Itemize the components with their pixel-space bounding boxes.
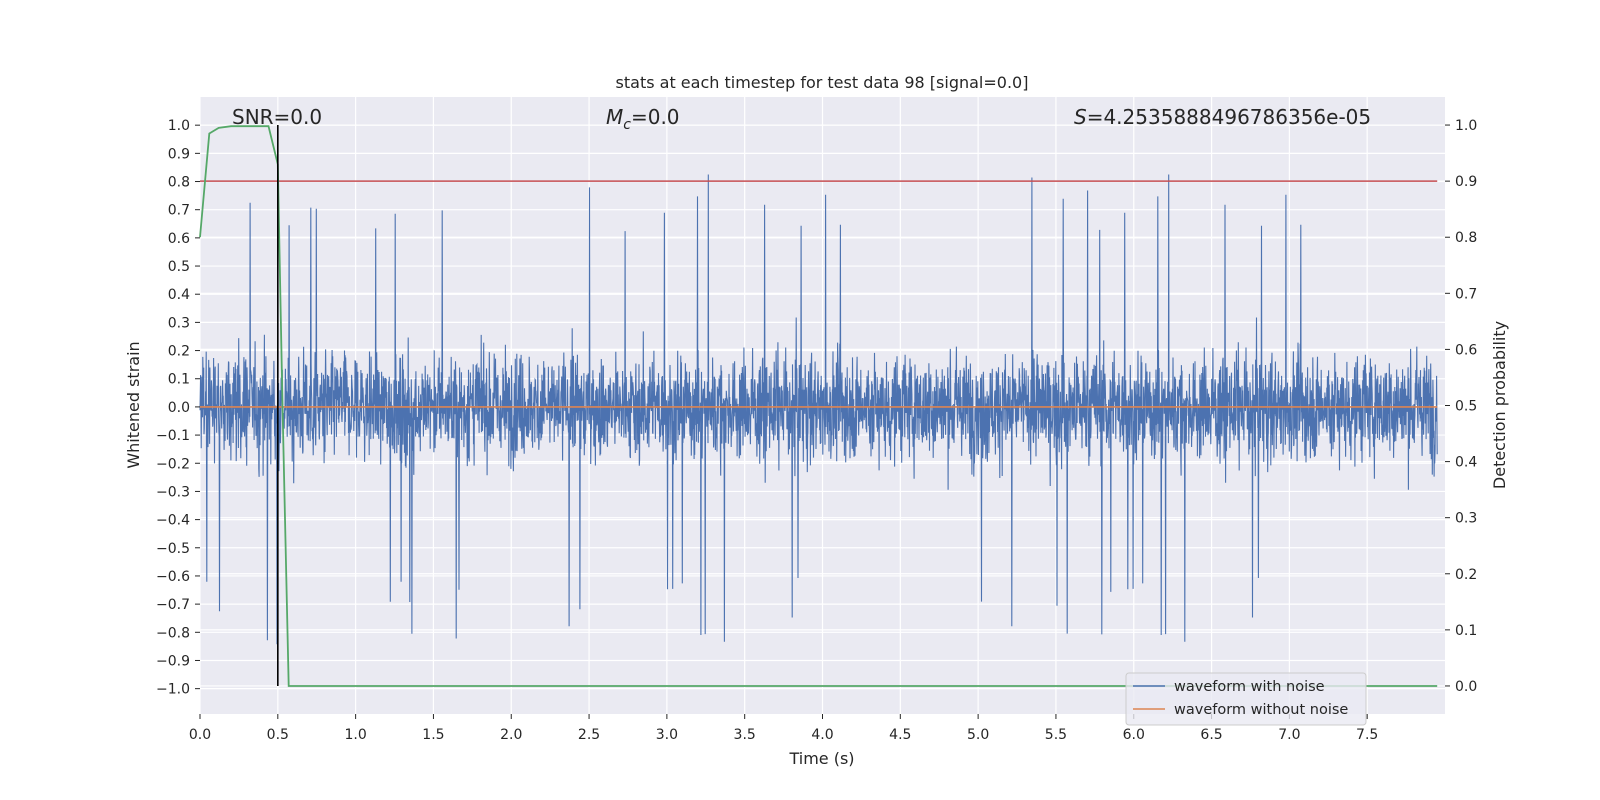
s-value: =4.2535888496786356e-05	[1087, 105, 1371, 129]
x-tick-label: 1.0	[344, 727, 366, 743]
legend-box	[1125, 672, 1367, 726]
y-tick-label: −0.1	[156, 428, 190, 444]
series-overlays	[199, 125, 1438, 687]
y-right-tick-label: 0.1	[1455, 623, 1477, 639]
y-tick-label: 0.0	[168, 400, 190, 416]
y-tick-label: 0.2	[168, 344, 190, 360]
x-tick-label: 0.0	[189, 727, 211, 743]
y-right-tick-label: 0.2	[1455, 567, 1477, 583]
x-tick-label: 4.0	[811, 727, 833, 743]
y-tick-label: 0.3	[168, 315, 190, 331]
y-tick-label: 0.5	[168, 259, 190, 275]
y-right-tick-label: 0.8	[1455, 230, 1477, 246]
snr-annotation: SNR=0.0	[232, 105, 322, 129]
s-symbol: S	[1074, 105, 1087, 129]
waveform-with-noise-line	[199, 174, 1438, 645]
y-tick-label: −0.9	[156, 653, 190, 669]
chart-title: stats at each timestep for test data 98 …	[616, 73, 1029, 92]
x-tick-label: 1.5	[422, 727, 444, 743]
y-tick-label: 0.4	[168, 287, 190, 303]
mc-value: =0.0	[631, 105, 680, 129]
y-tick-label: 0.9	[168, 146, 190, 162]
x-tick-label: 6.0	[1123, 727, 1145, 743]
y-tick-label: −0.8	[156, 625, 190, 641]
y-tick-label: −0.7	[156, 597, 190, 613]
y-right-tick-label: 0.5	[1455, 399, 1477, 415]
y-tick-label: −1.0	[156, 682, 190, 698]
y-axis-label: Whitened strain	[124, 341, 143, 468]
y-right-tick-label: 0.0	[1455, 679, 1477, 695]
y-axis-left: 1.0 0.9 0.8 0.7 0.6 0.5 0.4 0.3 0.2 0.1 0.0 −0.1 −0.…	[156, 118, 200, 698]
y-axis-right: 1.0 0.9 0.8 0.7 0.6 0.5 0.4 0.3 0.2 0.1 0.0	[1445, 118, 1477, 695]
detection-probability-line	[199, 125, 1438, 687]
x-tick-label: 7.0	[1278, 727, 1300, 743]
y-tick-label: 0.7	[168, 203, 190, 219]
y-tick-label: 0.6	[168, 231, 190, 247]
legend: waveform with noise waveform without noi…	[1125, 672, 1367, 726]
y-right-tick-label: 0.6	[1455, 342, 1477, 358]
s-annotation: S=4.2535888496786356e-05	[1074, 105, 1371, 129]
series-waveform-with-noise	[199, 174, 1438, 645]
x-axis-label: Time (s)	[788, 749, 854, 768]
mc-annotation: Mc=0.0	[606, 105, 680, 133]
x-tick-label: 6.5	[1200, 727, 1222, 743]
x-tick-label: 2.5	[578, 727, 600, 743]
mc-symbol: M	[606, 105, 623, 129]
x-tick-label: 5.5	[1045, 727, 1067, 743]
mc-subscript: c	[623, 117, 631, 133]
y-tick-label: −0.4	[156, 513, 190, 529]
y-axis-right-label: Detection probability	[1490, 321, 1509, 489]
x-axis: 0.0 0.5 1.0 1.5 2.0 2.5 3.0 3.5 4.0 4.5 5.0 5.5 6.0 6…	[189, 714, 1378, 743]
x-tick-label: 3.5	[734, 727, 756, 743]
x-tick-label: 2.0	[500, 727, 522, 743]
legend-label-without-noise: waveform without noise	[1174, 702, 1348, 718]
y-tick-label: 1.0	[168, 118, 190, 134]
x-tick-label: 5.0	[967, 727, 989, 743]
y-tick-label: 0.1	[168, 372, 190, 388]
y-right-tick-label: 0.4	[1455, 455, 1477, 471]
x-tick-label: 7.5	[1356, 727, 1378, 743]
y-tick-label: 0.8	[168, 175, 190, 191]
x-tick-label: 0.5	[267, 727, 289, 743]
y-tick-label: −0.6	[156, 569, 190, 585]
y-right-tick-label: 0.3	[1455, 511, 1477, 527]
y-right-tick-label: 1.0	[1455, 118, 1477, 134]
y-right-tick-label: 0.7	[1455, 286, 1477, 302]
y-tick-label: −0.5	[156, 541, 190, 557]
y-tick-label: −0.2	[156, 456, 190, 472]
legend-label-with-noise: waveform with noise	[1174, 679, 1325, 695]
x-tick-label: 4.5	[889, 727, 911, 743]
y-tick-label: −0.3	[156, 484, 190, 500]
y-right-tick-label: 0.9	[1455, 174, 1477, 190]
x-tick-label: 3.0	[656, 727, 678, 743]
